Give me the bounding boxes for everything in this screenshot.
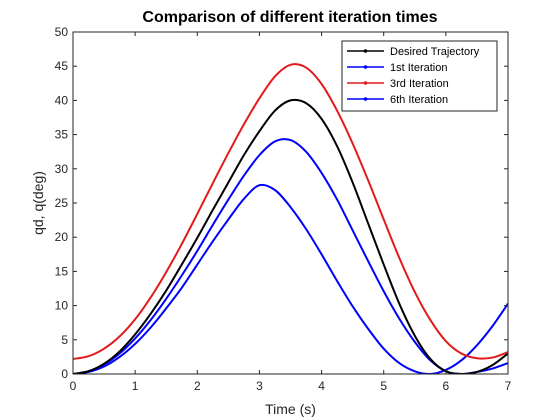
chart-title: Comparison of different iteration times	[142, 9, 437, 26]
legend-label: 3rd Iteration	[390, 78, 449, 90]
x-axis-label: Time (s)	[265, 401, 316, 417]
legend-label: 6th Iteration	[390, 94, 448, 106]
series-line-1	[73, 98, 508, 374]
y-tick-label: 15	[55, 264, 69, 278]
x-tick-label: 6	[443, 379, 450, 393]
legend-marker	[363, 97, 368, 101]
series-line-2	[73, 183, 508, 374]
x-tick-label: 0	[70, 379, 77, 393]
legend-marker	[363, 81, 368, 85]
x-tick-label: 2	[194, 379, 201, 393]
legend-marker	[363, 65, 368, 69]
x-tick-label: 3	[256, 379, 263, 393]
x-tick-label: 4	[318, 379, 325, 393]
y-tick-label: 45	[55, 59, 69, 73]
legend-label: Desired Trajectory	[390, 46, 480, 58]
legend: Desired Trajectory 1st Iteration 3rd Itera…	[341, 40, 498, 112]
series-layer	[73, 63, 508, 374]
y-tick-label: 30	[55, 162, 69, 176]
y-tick-label: 25	[55, 196, 69, 210]
x-tick-label: 5	[380, 379, 387, 393]
x-tick-label: 1	[132, 379, 139, 393]
y-tick-label: 35	[55, 128, 69, 142]
y-tick-label: 20	[55, 230, 69, 244]
axes-frame	[72, 31, 509, 375]
legend-label: 1st Iteration	[390, 62, 447, 74]
x-tick-label: 7	[505, 379, 512, 393]
y-tick-label: 5	[61, 333, 68, 347]
y-tick-label: 0	[61, 367, 68, 381]
series-line-3	[73, 63, 508, 360]
y-tick-label: 40	[55, 93, 69, 107]
y-tick-label: 50	[55, 25, 69, 39]
y-tick-label: 10	[55, 299, 69, 313]
legend-marker	[363, 49, 368, 53]
y-axis-label: qd, q(deg)	[30, 171, 46, 235]
